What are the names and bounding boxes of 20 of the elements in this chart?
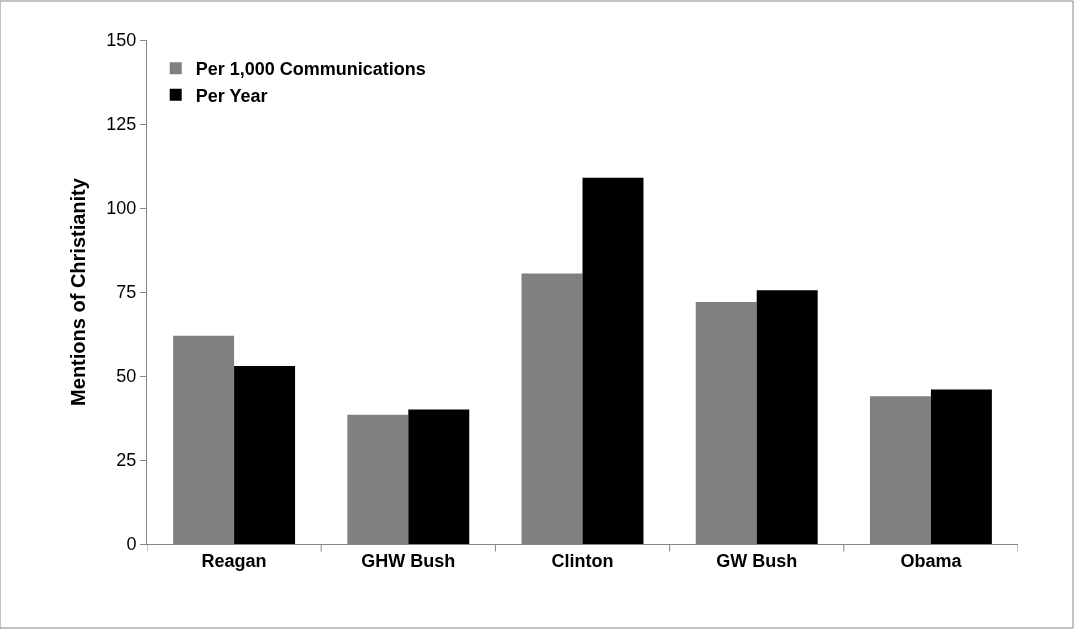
bar [234, 365, 296, 544]
x-tick-label: GW Bush [716, 550, 798, 571]
legend-label: Per Year [195, 85, 268, 106]
x-tick-label: GHW Bush [361, 550, 456, 571]
x-tick-label: Reagan [201, 550, 267, 571]
bar [930, 389, 992, 544]
y-tick-label: 75 [116, 282, 137, 303]
legend-label: Per 1,000 Communications [195, 59, 426, 80]
y-tick-label: 0 [126, 534, 137, 555]
x-tick-label: Clinton [551, 550, 614, 571]
y-tick-label: 150 [106, 30, 137, 51]
y-axis-title: Mentions of Christianity [66, 177, 89, 406]
y-tick-label: 125 [106, 114, 137, 135]
x-tick-label: Obama [900, 550, 963, 571]
bar [408, 409, 470, 544]
y-tick-label: 50 [116, 366, 137, 387]
bar [582, 177, 644, 544]
bar [756, 290, 818, 544]
y-tick-label: 25 [116, 450, 137, 471]
y-tick-label: 100 [106, 198, 137, 219]
